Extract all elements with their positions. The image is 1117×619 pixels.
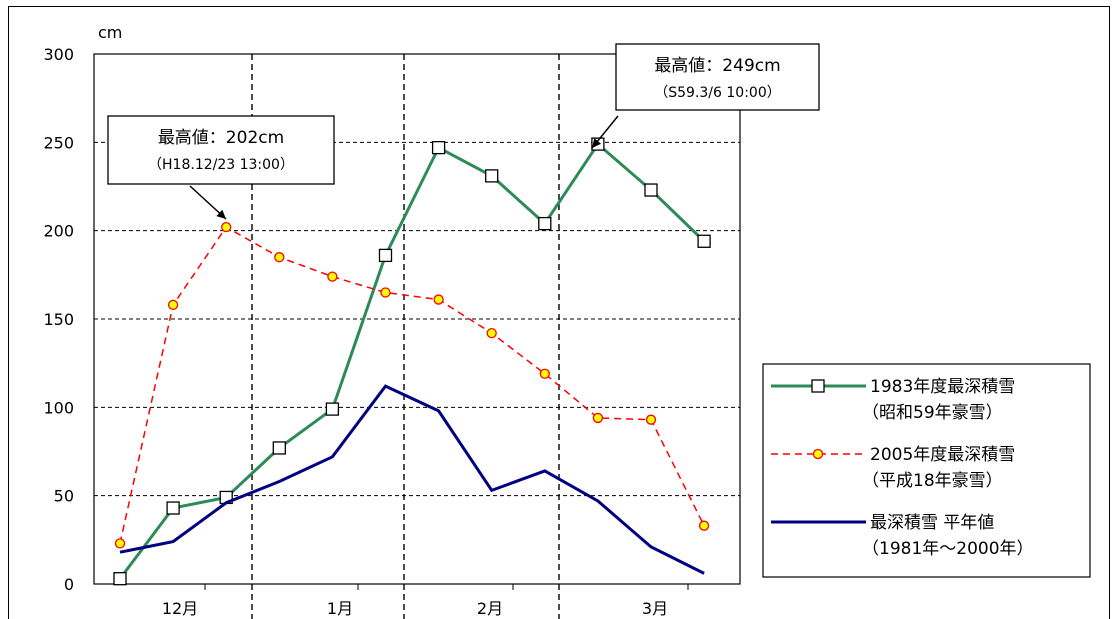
y-tick-label: 250 [43, 133, 74, 152]
x-month-label: 3月 [642, 599, 668, 618]
series-line [119, 226, 705, 544]
x-month-label: 2月 [477, 599, 503, 618]
legend-label: 最深積雪 平年値 [870, 513, 994, 533]
annotation-box [615, 43, 820, 111]
legend-marker-circle [812, 448, 824, 460]
data-point-circle [433, 294, 444, 305]
data-point-square [431, 140, 446, 155]
data-point-circle [167, 299, 179, 311]
y-tick-label: 150 [43, 310, 74, 329]
data-point-square [697, 234, 711, 248]
legend-label: 2005年度最深積雪 [870, 445, 1015, 465]
y-tick-label: 300 [43, 45, 74, 64]
data-point-circle [114, 538, 126, 549]
data-point-circle [486, 327, 497, 339]
annotation-detail: （S59.3/6 10:00） [654, 85, 780, 101]
series-line [118, 141, 706, 580]
y-tick-label: 0 [64, 575, 74, 594]
plot-area [93, 53, 741, 585]
data-point-circle [274, 252, 285, 263]
legend-box [762, 363, 1091, 578]
data-point-circle [327, 271, 338, 282]
data-point-square [538, 216, 552, 231]
data-point-square [113, 572, 127, 586]
legend-sublabel: （1981年～2000年） [862, 539, 1034, 559]
annotation-title: 最高値：249cm [654, 56, 780, 76]
series-line [119, 384, 705, 575]
data-point-square [272, 441, 286, 455]
y-axis-unit: cm [98, 23, 122, 42]
legend-sublabel: （昭和59年豪雪） [862, 402, 1003, 423]
data-point-circle [539, 368, 550, 379]
x-month-label: 12月 [162, 599, 198, 618]
data-point-square [325, 402, 340, 416]
data-point-square [378, 248, 393, 263]
legend-label: 1983年度最深積雪 [870, 377, 1015, 397]
x-month-label: 1月 [327, 599, 353, 618]
annotation-box [107, 115, 335, 185]
legend-marker-square [811, 379, 825, 393]
y-tick-label: 50 [54, 487, 74, 506]
data-point-square [644, 183, 658, 197]
annotation-detail: （H18.12/23 13:00） [148, 157, 294, 173]
legend-sublabel: （平成18年豪雪） [862, 470, 1003, 491]
data-point-circle [645, 414, 657, 425]
y-tick-label: 100 [43, 398, 74, 417]
data-point-square [485, 169, 499, 183]
data-point-circle [380, 287, 391, 298]
y-tick-label: 200 [43, 222, 74, 241]
data-point-square [166, 501, 180, 515]
data-point-circle [221, 221, 232, 233]
data-point-circle [698, 520, 710, 531]
annotation-title: 最高値：202cm [158, 128, 284, 148]
chart-frame [8, 6, 1110, 619]
data-point-circle [592, 412, 604, 424]
annotation-arrowhead [216, 209, 226, 219]
annotation-arrowhead [592, 138, 602, 148]
